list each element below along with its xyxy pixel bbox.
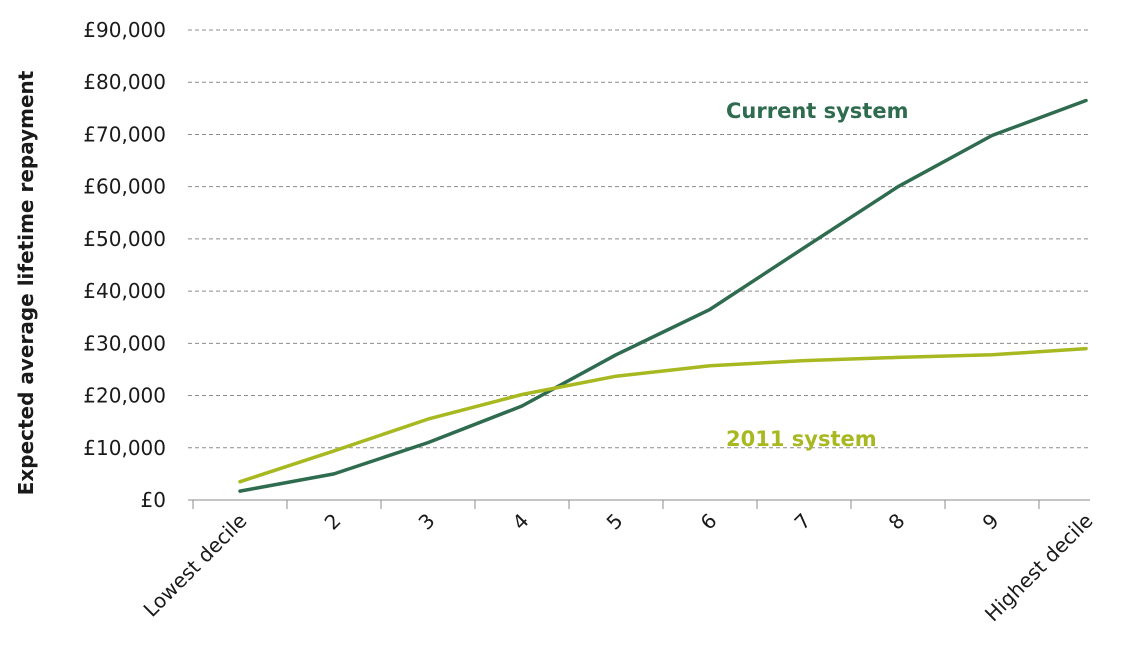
x-axis bbox=[188, 499, 1090, 509]
series-line-2011-system bbox=[238, 346, 1088, 484]
y-tick-label: £30,000 bbox=[83, 331, 166, 355]
x-tick-label: 8 bbox=[884, 509, 910, 535]
y-tick-label: £40,000 bbox=[83, 279, 166, 303]
x-tick-label: 2 bbox=[320, 509, 346, 535]
y-tick-label: £10,000 bbox=[83, 436, 166, 460]
y-tick-label: £0 bbox=[141, 488, 166, 512]
y-tick-label: £90,000 bbox=[83, 18, 166, 42]
y-tick-label: £60,000 bbox=[83, 175, 166, 199]
x-tick-label: Lowest decile bbox=[139, 509, 252, 622]
gridlines bbox=[188, 29, 1090, 449]
y-tick-label: £70,000 bbox=[83, 122, 166, 146]
y-tick-label: £80,000 bbox=[83, 70, 166, 94]
x-tick-label: 7 bbox=[790, 509, 816, 535]
series-label-current-system: Current system bbox=[726, 99, 908, 123]
series-line-current-system bbox=[238, 98, 1088, 493]
y-tick-label: £50,000 bbox=[83, 227, 166, 251]
x-tick-label: 5 bbox=[602, 509, 628, 535]
x-tick-label: 4 bbox=[508, 509, 534, 535]
y-axis-label: Expected average lifetime repayment bbox=[14, 70, 38, 495]
x-tick-label: 9 bbox=[978, 509, 1004, 535]
series-label-2011-system: 2011 system bbox=[726, 427, 877, 451]
series-labels: Current system 2011 system bbox=[726, 99, 908, 451]
series-lines bbox=[238, 98, 1088, 493]
y-tick-label: £20,000 bbox=[83, 384, 166, 408]
y-tick-labels: £0 £10,000 £20,000 £30,000 £40,000 £50,000 £60… bbox=[83, 18, 166, 512]
x-tick-label: 3 bbox=[414, 509, 440, 535]
x-tick-label: 6 bbox=[696, 509, 722, 535]
